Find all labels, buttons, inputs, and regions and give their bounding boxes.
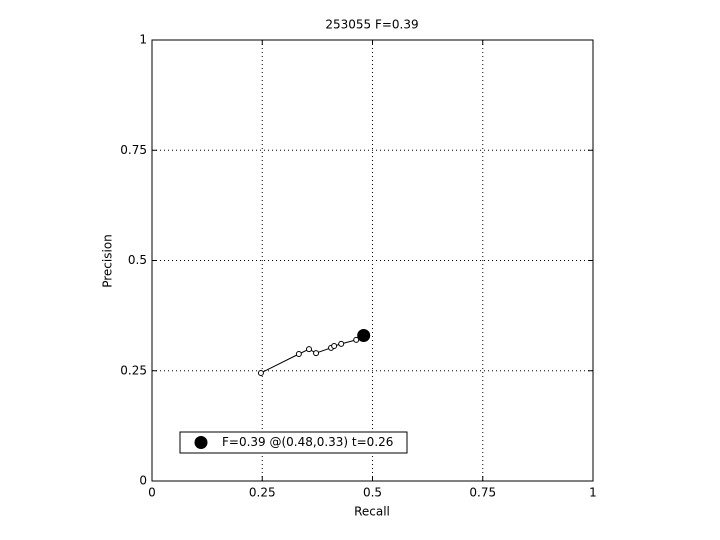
point xyxy=(353,336,360,343)
point xyxy=(338,340,345,347)
point xyxy=(257,369,264,376)
y-tick-label: 0.25 xyxy=(120,363,147,377)
legend-marker xyxy=(194,436,208,449)
x-axis-label: Recall xyxy=(354,505,390,519)
x-tick-label: 1 xyxy=(589,486,597,500)
legend-label: F=0.39 @(0.48,0.33) t=0.26 xyxy=(222,435,393,449)
x-tick-label: 0.5 xyxy=(363,486,382,500)
chart-title: 253055 F=0.39 xyxy=(325,18,418,32)
y-tick-label: 0.5 xyxy=(128,253,147,267)
best-point xyxy=(357,328,371,342)
y-tick-label: 0.75 xyxy=(120,143,147,157)
point xyxy=(313,350,320,357)
axes-box xyxy=(151,39,594,482)
y-tick-label: 1 xyxy=(139,33,147,47)
x-tick-label: 0.25 xyxy=(249,486,276,500)
x-tick-label: 0.75 xyxy=(469,486,496,500)
point xyxy=(331,343,338,350)
x-tick-label: 0 xyxy=(148,486,156,500)
y-axis-label: Precision xyxy=(101,234,115,288)
point xyxy=(295,350,302,357)
y-tick-label: 0 xyxy=(139,474,147,488)
point xyxy=(305,346,312,353)
legend-box xyxy=(179,431,408,454)
